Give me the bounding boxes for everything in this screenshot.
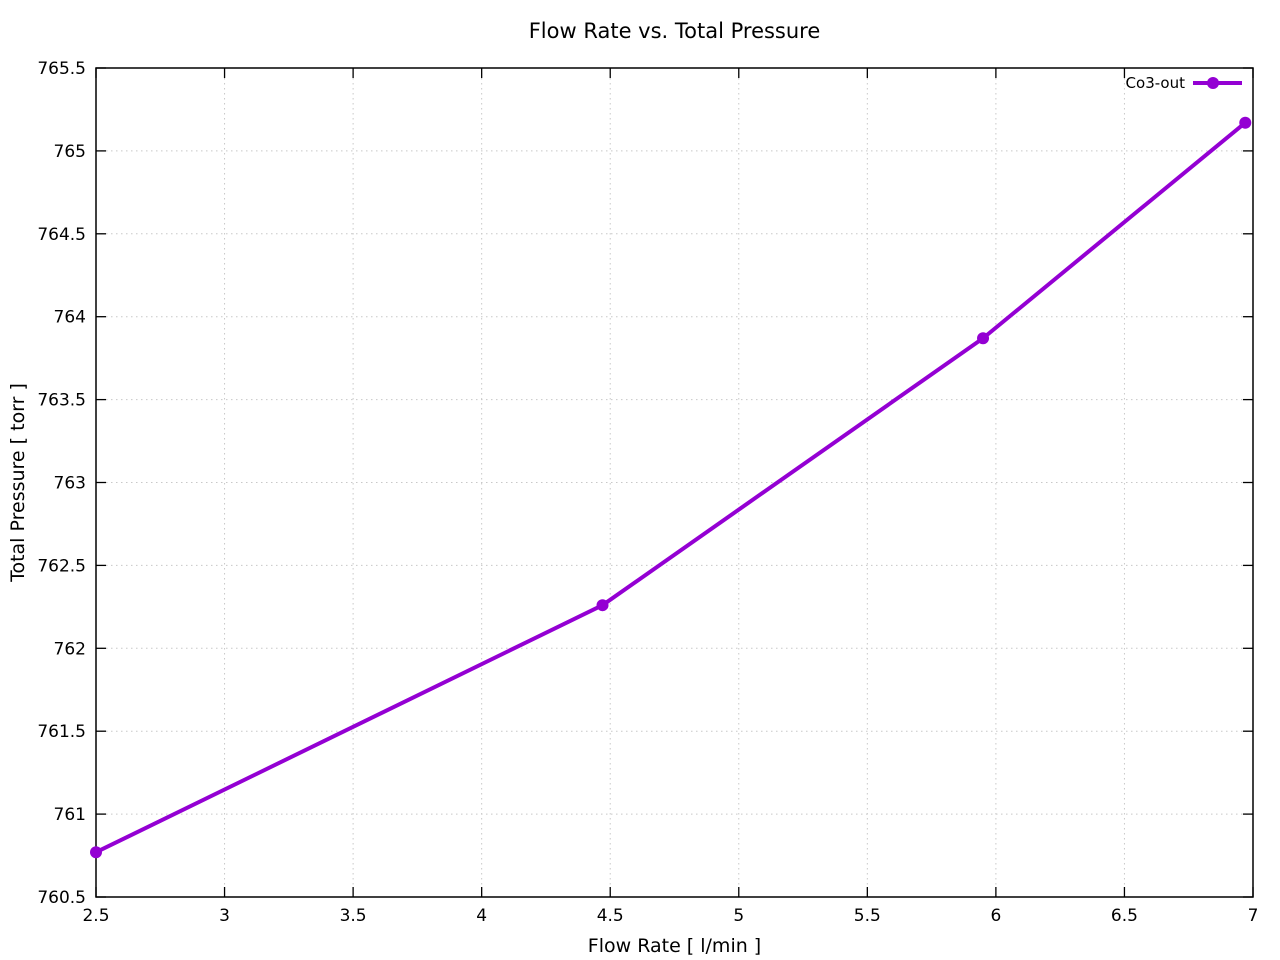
legend-marker [1207,77,1219,89]
y-tick-label: 761 [54,805,86,825]
y-tick-label: 763.5 [37,391,86,411]
y-tick-label: 760.5 [37,888,86,908]
x-tick-label: 4.5 [597,906,624,926]
x-axis-label: Flow Rate [ l/min ] [588,935,761,957]
y-tick-label: 761.5 [37,722,86,742]
y-tick-label: 762 [54,639,86,659]
y-tick-label: 765 [54,142,86,162]
y-tick-label: 763 [54,474,86,494]
y-axis-tick-labels: 760.5 761 761.5 762 762.5 763 763.5 764 764.5 765… [37,59,86,908]
data-point [977,332,990,345]
y-tick-label: 762.5 [37,556,86,576]
axis-ticks [95,67,1254,898]
data-point [596,599,609,612]
y-tick-label: 765.5 [37,59,86,79]
data-point [90,846,102,859]
x-tick-label: 6 [990,906,1001,926]
y-axis-label: Total Pressure [ torr ] [7,383,29,583]
x-tick-label: 3 [219,906,230,926]
x-tick-label: 5.5 [854,906,881,926]
data-point [1239,116,1252,129]
y-tick-label: 764.5 [37,225,86,245]
legend-series-label: Co3-out [1126,74,1186,92]
x-axis-tick-labels: 2.5 3 3.5 4 4.5 5 5.5 6 6.5 7 [82,906,1258,926]
data-series-co3-out [90,116,1252,859]
gridlines [96,68,1253,897]
x-tick-label: 3.5 [340,906,367,926]
x-tick-label: 6.5 [1111,906,1138,926]
chart-title: Flow Rate vs. Total Pressure [529,19,821,43]
legend: Co3-out [1126,74,1242,92]
plot-border [95,67,1254,898]
series-line [94,120,1248,855]
y-tick-label: 764 [54,308,86,328]
x-tick-label: 4 [476,906,487,926]
x-tick-label: 7 [1248,906,1259,926]
x-tick-label: 5 [733,906,744,926]
x-tick-label: 2.5 [82,906,109,926]
